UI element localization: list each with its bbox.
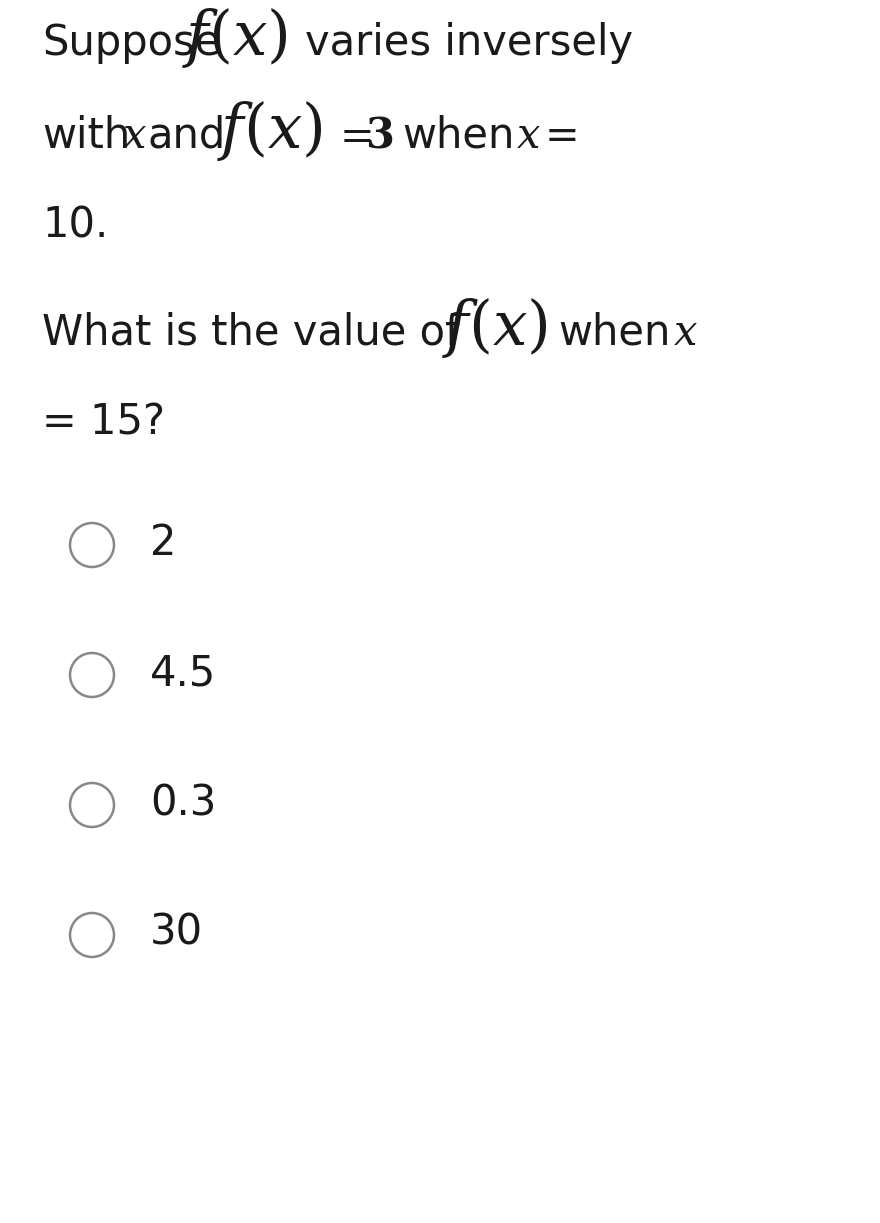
Text: 2: 2: [150, 522, 176, 564]
Text: varies inversely: varies inversely: [305, 22, 633, 64]
Text: when: when: [558, 312, 671, 353]
Text: $=$: $=$: [332, 115, 372, 157]
Text: 0.3: 0.3: [150, 781, 216, 824]
Text: $f\left(x\right)$: $f\left(x\right)$: [182, 5, 288, 70]
Text: $x$: $x$: [673, 312, 698, 353]
Text: 10.: 10.: [42, 205, 108, 247]
Text: $f\left(x\right)$: $f\left(x\right)$: [442, 295, 547, 360]
Text: $x$: $x$: [516, 115, 541, 157]
Text: =: =: [545, 115, 580, 157]
Text: = 15?: = 15?: [42, 402, 165, 444]
Text: $\mathbf{3}$: $\mathbf{3}$: [365, 115, 393, 157]
Text: What is the value of: What is the value of: [42, 312, 459, 353]
Text: $x$: $x$: [122, 115, 147, 157]
Text: Suppose: Suppose: [42, 22, 220, 64]
Text: 4.5: 4.5: [150, 652, 216, 693]
Text: 30: 30: [150, 912, 203, 954]
Text: with: with: [42, 115, 130, 157]
Text: $f\left(x\right)$: $f\left(x\right)$: [217, 98, 323, 163]
Text: and: and: [148, 115, 226, 157]
Text: when: when: [402, 115, 515, 157]
